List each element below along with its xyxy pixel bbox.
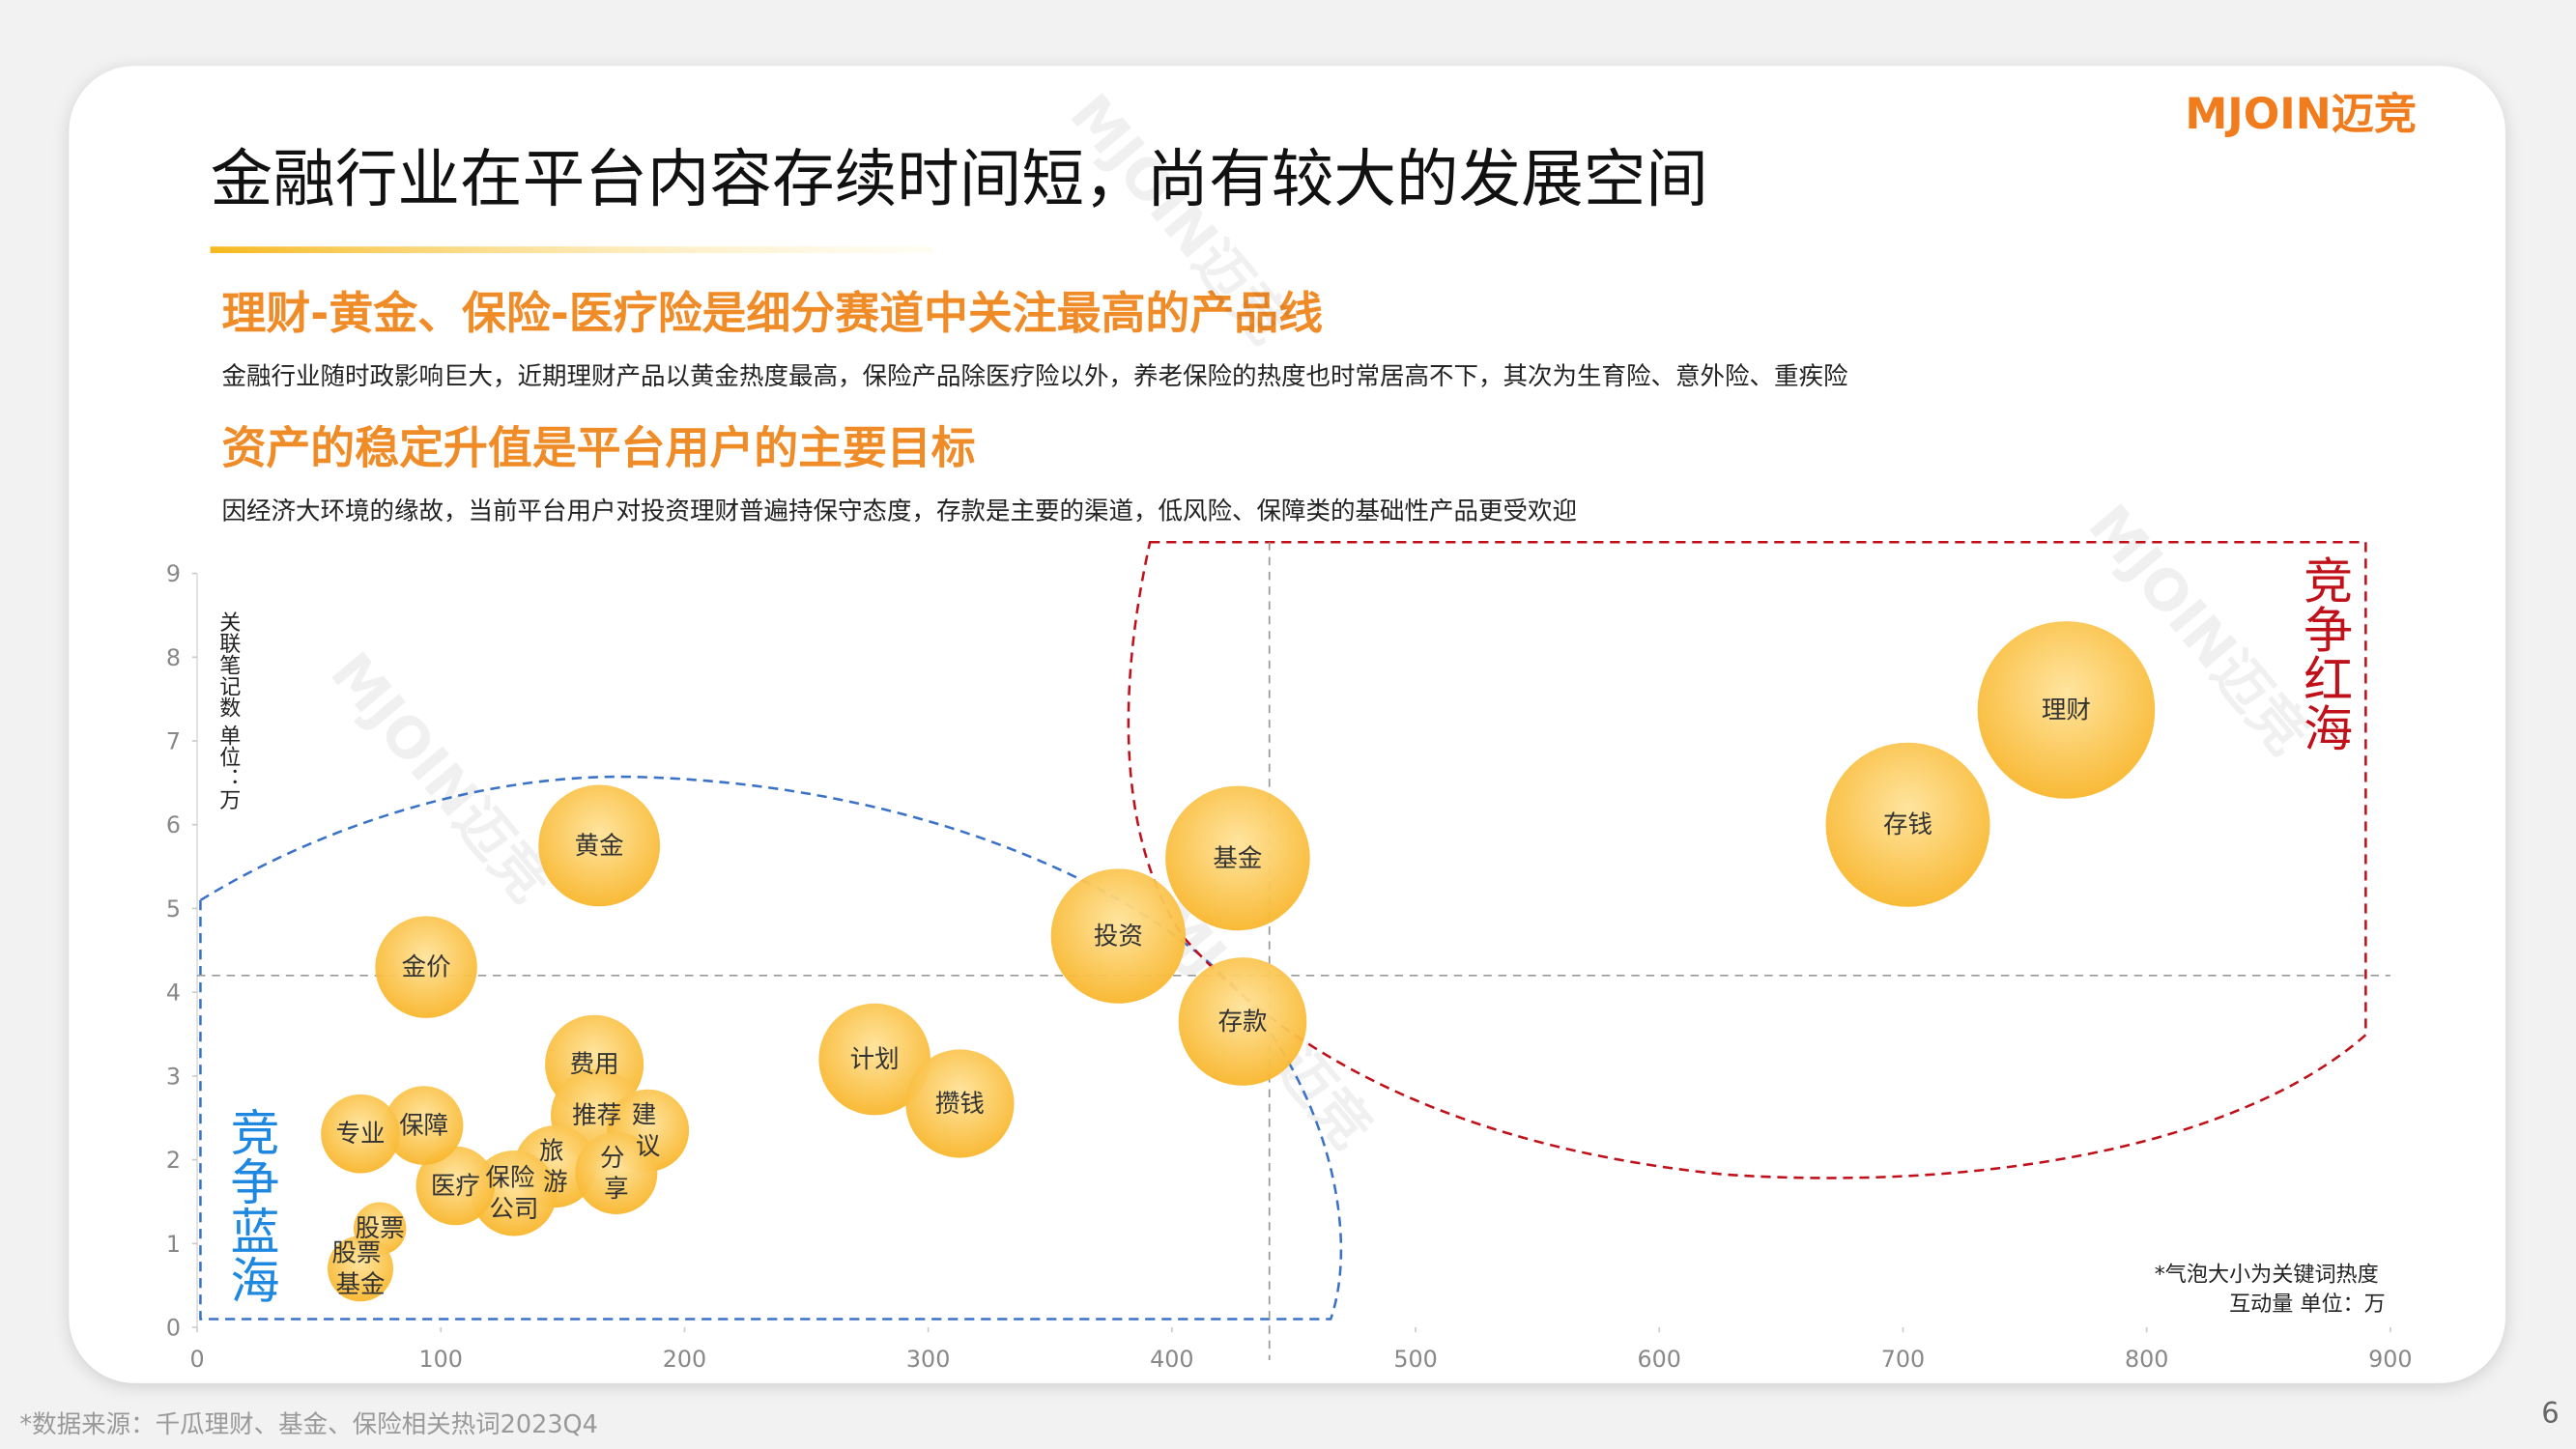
bubble-label: 投资 [1094,923,1143,952]
bubble-label: 保障 [399,1112,448,1141]
bubble-label: 医疗 [431,1172,480,1201]
blue-zone [199,775,1343,1321]
section-text: 金融行业随时政影响巨大，近期理财产品以黄金热度最高，保险产品除医疗险以外，养老保… [222,362,1848,391]
y-tick-label: 0 [166,1314,181,1341]
x-tick-label: 400 [1150,1346,1193,1373]
bubble-label: 金价 [402,953,451,982]
bubble-label: 理财 [2042,696,2091,724]
y-tick-label: 3 [166,1063,181,1090]
y-axis-label: 关联笔记数 单位：万 [215,611,241,810]
page-number: 6 [2541,1397,2559,1430]
bubble [818,1003,930,1116]
logo: MJOIN迈竞 [2185,90,2417,139]
x-tick-label: 100 [419,1346,463,1373]
x-tick-label: 0 [189,1346,204,1373]
bubble-label: 计划 [850,1045,900,1074]
bubble-label: 存钱 [1883,810,1932,839]
y-tick-label: 5 [166,895,181,923]
y-tick-label: 1 [166,1231,181,1258]
bubble-label: 推荐 [572,1101,621,1130]
bubble-label: 股票 [356,1214,405,1243]
x-tick-label: 500 [1393,1346,1437,1373]
bubble-label: 攒钱 [935,1090,985,1119]
y-tick-label: 9 [166,560,181,587]
blue-zone-label: 竞争蓝海 [221,1107,278,1304]
title-underline [210,246,933,254]
bubble-label: 旅 游 [539,1137,572,1197]
chart: 0 1 2 3 4 5 6 7 8 9 0 100 200 300 400 500 600 700 800 900 理财… [166,542,2413,1373]
bubble [1977,621,2156,799]
bubble-label: 分 享 [600,1144,633,1204]
y-tick-label: 6 [166,811,181,838]
bubble [321,1094,400,1174]
bubble-label: 专业 [335,1120,385,1149]
y-tick-label: 2 [166,1147,181,1174]
x-tick-label: 700 [1881,1346,1925,1373]
note: *气泡大小为关键词热度 互动量 单位：万 [2155,1262,2386,1317]
bubble-label: 股票 基金 [331,1239,388,1299]
y-tick-label: 7 [166,728,181,755]
bubble [905,1049,1015,1158]
bubble [471,1151,558,1236]
bubble-label: 建 议 [632,1101,665,1161]
red-zone-label: 竞争红海 [2295,555,2353,753]
bubble-label: 基金 [1213,844,1262,873]
source: *数据来源：千瓜理财、基金、保险相关热词2023Q4 [19,1410,597,1439]
bubble [415,1146,496,1226]
bubble-label: 存款 [1217,1008,1267,1037]
bubble [384,1086,464,1165]
bubble-label: 保险 公司 [485,1164,542,1224]
x-tick-label: 600 [1638,1346,1681,1373]
bubble [375,916,477,1018]
x-tick-label: 900 [2368,1346,2412,1373]
card [69,66,2505,1383]
y-tick-label: 4 [166,980,181,1007]
x-tick-label: 300 [906,1346,950,1373]
bubble-label: 黄金 [575,832,624,861]
red-zone [1127,540,2367,1179]
x-tick-label: 200 [663,1346,706,1373]
y-tick-label: 8 [166,644,181,671]
section-heading: 理财-黄金、保险-医疗险是细分赛道中关注最高的产品线 [222,287,1323,339]
bubble [1165,785,1310,931]
bubble [575,1131,658,1214]
bubble [1825,742,1990,907]
bubble [1178,957,1307,1086]
section-text: 因经济大环境的缘故，当前平台用户对投资理财普遍持保守态度，存款是主要的渠道，低风… [222,497,1578,526]
bubble-label: 费用 [570,1050,619,1079]
bubble [1050,868,1187,1004]
bubble [328,1236,394,1302]
section-heading: 资产的稳定升值是平台用户的主要目标 [222,422,976,474]
bubble [538,784,661,907]
x-tick-label: 800 [2125,1346,2168,1373]
title: 金融行业在平台内容存续时间短，尚有较大的发展空间 [211,144,1708,216]
